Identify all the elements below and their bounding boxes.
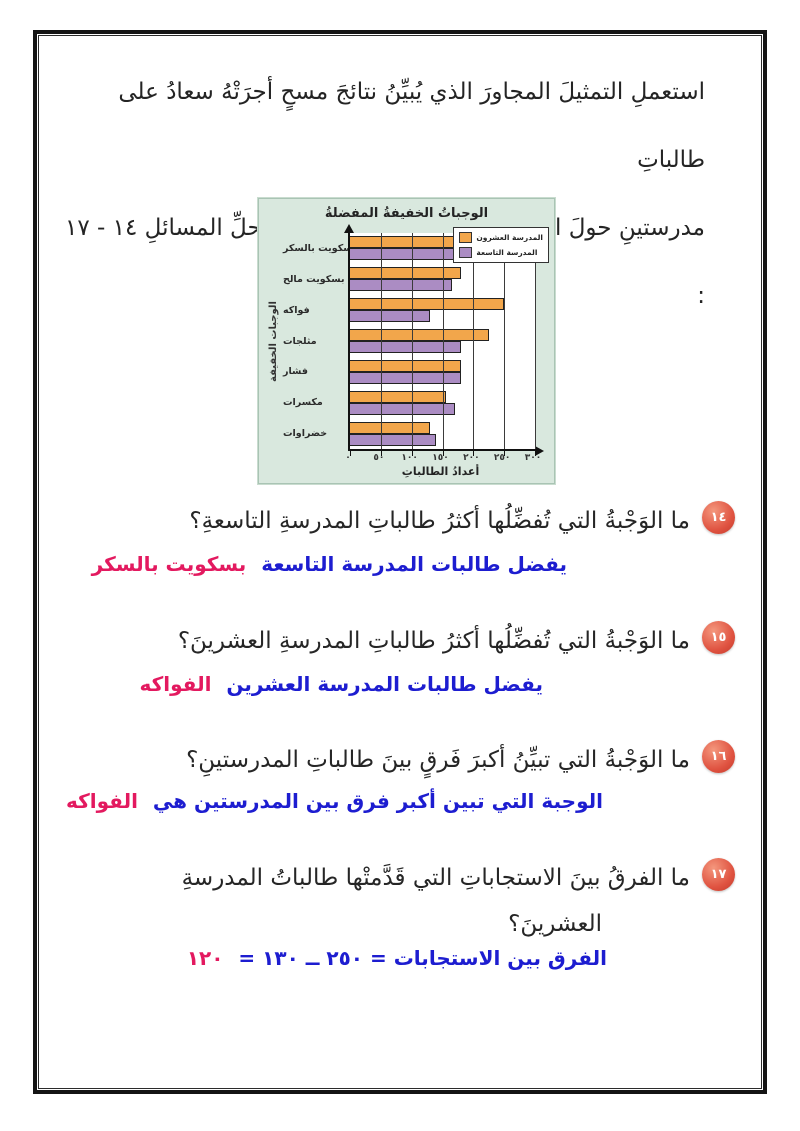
category-label: مثلجات (283, 335, 317, 347)
chart-title: الوجباتُ الخفيفةُ المفضلةُ (324, 206, 489, 221)
question-17-text: ما الفرقُ بينَ الاستجاباتِ التي قَدَّمتْ… (182, 855, 690, 947)
question-17-line-1: ما الفرقُ بينَ الاستجاباتِ التي قَدَّمتْ… (181, 865, 690, 891)
question-17-number-badge: ١٧ (702, 858, 735, 891)
answer-16-highlight: الفواكه (66, 789, 138, 813)
category-label: مكسرات (283, 397, 323, 409)
answer-17: الفرق بين الاستجابات = ٢٥٠ ــ ١٣٠ = ١٢٠ (187, 946, 607, 970)
bar-school-20 (350, 359, 461, 372)
bar-school-9 (350, 371, 461, 384)
x-tick-label: ٣٠٠ (524, 453, 542, 463)
intro-line-1: استعملِ التمثيلَ المجاورَ الذي يُبيِّنُ … (118, 79, 705, 173)
question-16-text: ما الوَجْبةُ التي تبيِّنُ أكبرَ فَرقٍ بي… (186, 747, 690, 773)
answer-16-main: الوجبة التي تبين أكبر فرق بين المدرستين … (152, 789, 603, 813)
bars-area (350, 233, 535, 449)
bar-school-20 (350, 421, 431, 434)
tick-mark (442, 451, 444, 456)
tick-mark (473, 451, 475, 456)
tick-mark (380, 451, 382, 456)
bar-school-20 (350, 329, 489, 341)
bar-school-9 (350, 341, 461, 353)
x-tick-label: ١٥٠ (432, 453, 449, 463)
answer-15-highlight: الفواكه (139, 672, 212, 696)
bar-school-20 (350, 236, 455, 249)
answer-15: يفضل طالبات المدرسة العشرين الفواكه (140, 672, 543, 696)
question-number: ١٤ (710, 510, 727, 525)
answer-14-highlight: بسكويت بالسكر (91, 552, 247, 576)
question-15: ١٥ ما الوَجْبةُ التي تُفضِّلُها أكثرُ طا… (178, 618, 735, 664)
question-16: ١٦ ما الوَجْبةُ التي تبيِّنُ أكبرَ فَرقٍ… (186, 737, 735, 783)
answer-14: يفضل طالبات المدرسة التاسعة بسكويت بالسك… (92, 552, 567, 576)
y-axis-arrow-icon (344, 224, 354, 233)
bar-school-9 (350, 433, 437, 446)
question-17: ١٧ ما الفرقُ بينَ الاستجاباتِ التي قَدَّ… (182, 855, 735, 947)
bar-group (350, 264, 535, 295)
question-14-text: ما الوَجْبةُ التي تُفضِّلُها أكثرُ طالبا… (189, 508, 690, 534)
gridline (380, 233, 382, 449)
bar-school-9 (350, 310, 431, 323)
category-label: فشار (283, 366, 308, 378)
chart-legend: المدرسة العشرون المدرسة التاسعة (453, 227, 549, 263)
answer-14-main: يفضل طالبات المدرسة التاسعة (261, 552, 567, 576)
question-number: ١٥ (710, 630, 727, 645)
gridline (504, 233, 506, 449)
bar-school-20 (350, 298, 505, 311)
chart-panel: الوجباتُ الخفيفةُ المفضلةُ الوجبات الخفي… (258, 198, 555, 484)
legend-swatch (459, 247, 473, 258)
bar-group (350, 295, 535, 326)
legend-item: المدرسة التاسعة (459, 247, 543, 258)
bar-group (350, 418, 535, 449)
question-14-number-badge: ١٤ (702, 501, 735, 534)
x-tick-label: ١٠٠ (401, 453, 418, 463)
legend-label: المدرسة التاسعة (476, 248, 538, 257)
category-label: فواكه (283, 304, 310, 316)
x-axis-label: أعدادُ الطالباتِ (401, 465, 480, 478)
tick-mark (535, 451, 536, 456)
x-tick-label: ٠ (345, 453, 351, 463)
gridline (442, 233, 444, 449)
tick-mark (411, 451, 413, 456)
question-number: ١٦ (710, 749, 727, 764)
category-label: بسكويت مالح (283, 273, 345, 285)
legend-label: المدرسة العشرون (476, 233, 543, 242)
x-tick-label: ٥٠ (373, 453, 385, 463)
tick-mark (350, 451, 351, 456)
x-tick-label: ٢٠٠ (463, 453, 480, 463)
category-labels: بسكويت بالسكر بسكويت مالح فواكه مثلجات فشار م… (283, 233, 357, 449)
bar-school-9 (350, 248, 471, 261)
question-17-line-2: العشرينَ؟ (508, 911, 602, 937)
bar-group (350, 326, 535, 357)
question-15-number-badge: ١٥ (702, 621, 735, 654)
x-tick-label: ٢٥٠ (493, 453, 511, 463)
category-label: بسكويت بالسكر (283, 242, 357, 254)
answer-16: الوجبة التي تبين أكبر فرق بين المدرستين … (66, 789, 603, 813)
answer-17-highlight: ١٢٠ (186, 946, 224, 970)
answer-17-main: الفرق بين الاستجابات = ٢٥٠ ــ ١٣٠ = (238, 946, 607, 970)
answer-15-main: يفضل طالبات المدرسة العشرين (226, 672, 543, 696)
gridline (473, 233, 475, 449)
legend-item: المدرسة العشرون (459, 232, 543, 243)
question-14: ١٤ ما الوَجْبةُ التي تُفضِّلُها أكثرُ طا… (189, 498, 735, 544)
x-axis-ticks: ٠ ٥٠ ١٠٠ ١٥٠ ٢٠٠ ٢٥٠ ٣٠٠ (345, 453, 541, 465)
gridline (411, 233, 413, 449)
question-16-number-badge: ١٦ (702, 740, 735, 773)
bar-group (350, 387, 535, 418)
question-number: ١٧ (710, 867, 727, 882)
bar-school-20 (350, 390, 446, 403)
plot-area (344, 224, 544, 456)
y-axis-label: الوجبات الخفيفة (263, 233, 283, 449)
category-label: خضراوات (283, 428, 328, 440)
bar-school-20 (350, 267, 461, 280)
page-border-frame: استعملِ التمثيلَ المجاورَ الذي يُبيِّنُ … (33, 30, 767, 1094)
bar-group (350, 356, 535, 387)
y-axis-label-text: الوجبات الخفيفة (267, 300, 279, 382)
bar-school-9 (350, 279, 452, 292)
tick-mark (504, 451, 506, 456)
x-axis-arrow-icon (535, 446, 544, 456)
page-inner-border: استعملِ التمثيلَ المجاورَ الذي يُبيِّنُ … (38, 35, 762, 1089)
legend-swatch (459, 232, 473, 243)
question-15-text: ما الوَجْبةُ التي تُفضِّلُها أكثرُ طالبا… (177, 628, 690, 654)
gridline (535, 233, 536, 449)
bar-school-9 (350, 402, 455, 415)
